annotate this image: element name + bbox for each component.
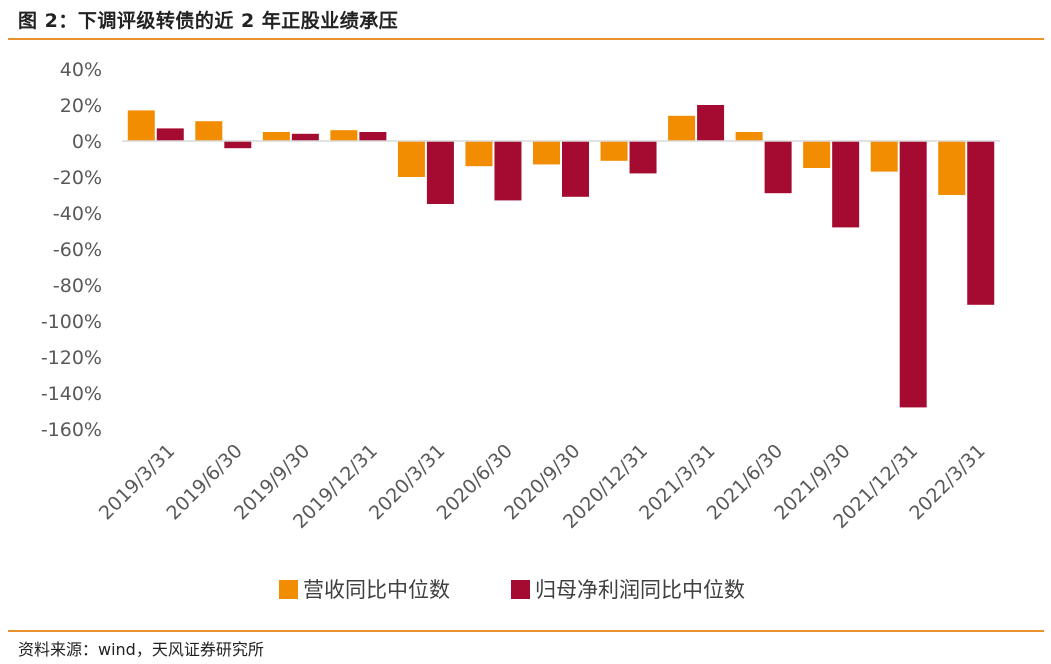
bar-revenue-2021-6-30 [735,132,763,141]
y-tick-label: 20% [60,95,102,117]
y-tick-label: -140% [41,383,102,405]
bar-profit-2022-3-31 [967,141,995,305]
bar-profit-2019-6-30 [224,141,252,149]
legend-label-revenue: 营收同比中位数 [303,578,450,602]
x-axis: 2019/3/312019/6/302019/9/302019/12/31202… [95,440,990,533]
bar-profit-2021-9-30 [832,141,860,228]
figure-title: 图 2：下调评级转债的近 2 年正股业绩承压 [18,10,399,32]
bar-revenue-2019-12-31 [330,130,358,141]
bar-profit-2021-3-31 [697,105,725,141]
y-tick-label: -20% [53,167,102,189]
top-divider [8,38,1044,40]
y-tick-label: -100% [41,311,102,333]
legend: 营收同比中位数 归母净利润同比中位数 [279,578,745,602]
bar-revenue-2022-3-31 [938,141,966,195]
bar-profit-2019-12-31 [359,132,387,141]
bar-revenue-2021-12-31 [870,141,898,172]
source-note: 资料来源：wind，天风证券研究所 [18,640,264,659]
bar-revenue-2019-9-30 [262,132,290,141]
bar-profit-2021-12-31 [899,141,927,408]
bar-profit-2020-9-30 [562,141,589,197]
bottom-divider [8,630,1044,632]
y-tick-label: 40% [60,59,102,81]
bar-revenue-2019-3-31 [127,110,155,141]
y-tick-label: 0% [72,131,102,153]
y-tick-label: -40% [53,203,102,225]
bar-revenue-2021-3-31 [668,115,696,141]
bar-revenue-2020-9-30 [533,141,560,165]
bar-revenue-2020-3-31 [397,141,425,177]
y-tick-label: -60% [53,239,102,261]
legend-swatch-profit [511,580,530,599]
bar-revenue-2020-6-30 [465,141,493,167]
y-tick-label: -80% [53,275,102,297]
bar-revenue-2020-12-31 [600,141,628,161]
bar-revenue-2021-9-30 [803,141,831,168]
bar-profit-2020-12-31 [629,141,657,174]
bar-profit-2020-6-30 [494,141,522,201]
legend-label-profit: 归母净利润同比中位数 [535,578,745,602]
bar-profit-2020-3-31 [426,141,454,204]
bars-group [127,105,995,408]
legend-swatch-revenue [279,580,298,599]
bar-profit-2019-9-30 [291,133,319,141]
bar-revenue-2019-6-30 [195,121,223,141]
bar-profit-2021-6-30 [764,141,792,194]
y-tick-label: -120% [41,347,102,369]
bar-chart: 40% 20% 0% -20% -40% -60% -80% -100% -120% -140% -… [41,59,1000,602]
bar-profit-2019-3-31 [156,128,184,141]
y-axis: 40% 20% 0% -20% -40% -60% -80% -100% -120% -140% -… [41,59,102,441]
y-tick-label: -160% [41,419,102,441]
